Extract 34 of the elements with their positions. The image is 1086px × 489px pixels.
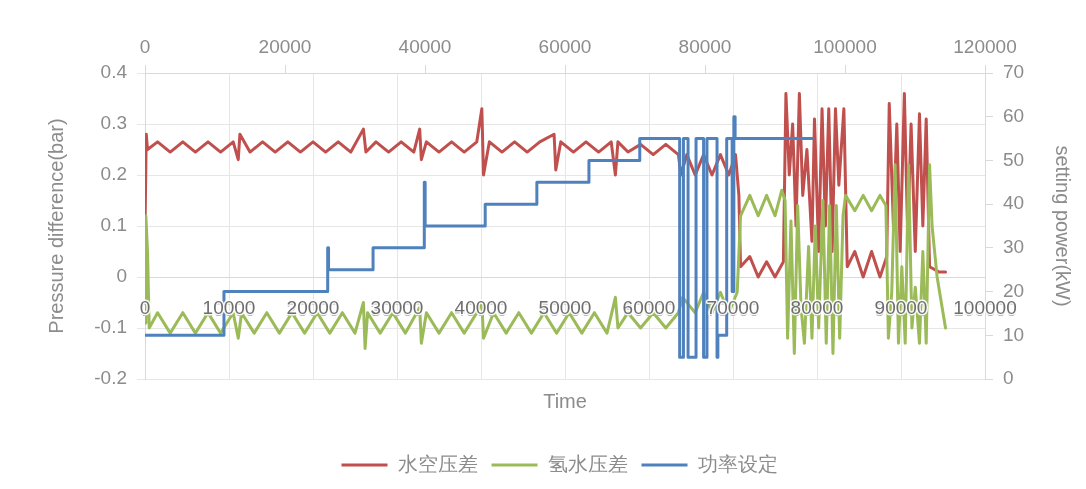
y-tick-label: 0.4: [100, 61, 128, 83]
y2-tick-label: 0: [1003, 367, 1014, 389]
x-tick-label: 0: [139, 298, 151, 320]
x-tick-label: 60000: [622, 298, 676, 320]
x-axis-title: Time: [543, 389, 587, 412]
y-tick-label: 0.2: [100, 163, 127, 185]
x2-tick-label: 20000: [258, 35, 312, 57]
y-tick-label: 0.3: [100, 112, 127, 134]
y2-tick-label: 40: [1003, 192, 1025, 214]
x2-tick-label: 0: [139, 35, 151, 57]
legend-label: 氢水压差: [547, 452, 628, 475]
legend-label: 水空压差: [397, 452, 478, 475]
y2-tick-label: 30: [1003, 236, 1025, 258]
x-tick-label: 50000: [538, 298, 592, 320]
y2-tick-label: 60: [1003, 104, 1025, 126]
x2-tick-label: 40000: [398, 35, 452, 57]
y2-axis-title: setting power(kW): [1052, 145, 1075, 307]
y-tick-label: 0.1: [100, 214, 127, 236]
y2-tick-label: 20: [1003, 279, 1025, 301]
x2-tick-label: 80000: [678, 35, 732, 57]
y2-tick-label: 70: [1003, 61, 1025, 83]
y2-tick-label: 10: [1003, 323, 1025, 345]
x-tick-label: 30000: [370, 298, 424, 320]
y-tick-label: -0.1: [94, 316, 127, 338]
y2-tick-label: 50: [1003, 148, 1025, 170]
x-tick-label: 100000: [953, 298, 1017, 320]
x2-tick-label: 60000: [538, 35, 592, 57]
y-tick-label: 0: [116, 265, 127, 287]
x2-tick-label: 120000: [953, 35, 1017, 57]
y-axis-title: Pressure difference(bar): [44, 118, 67, 334]
legend-label: 功率设定: [697, 452, 778, 475]
x-tick-label: 20000: [286, 298, 340, 320]
x2-tick-label: 100000: [813, 35, 877, 57]
y-tick-label: -0.2: [94, 367, 127, 389]
